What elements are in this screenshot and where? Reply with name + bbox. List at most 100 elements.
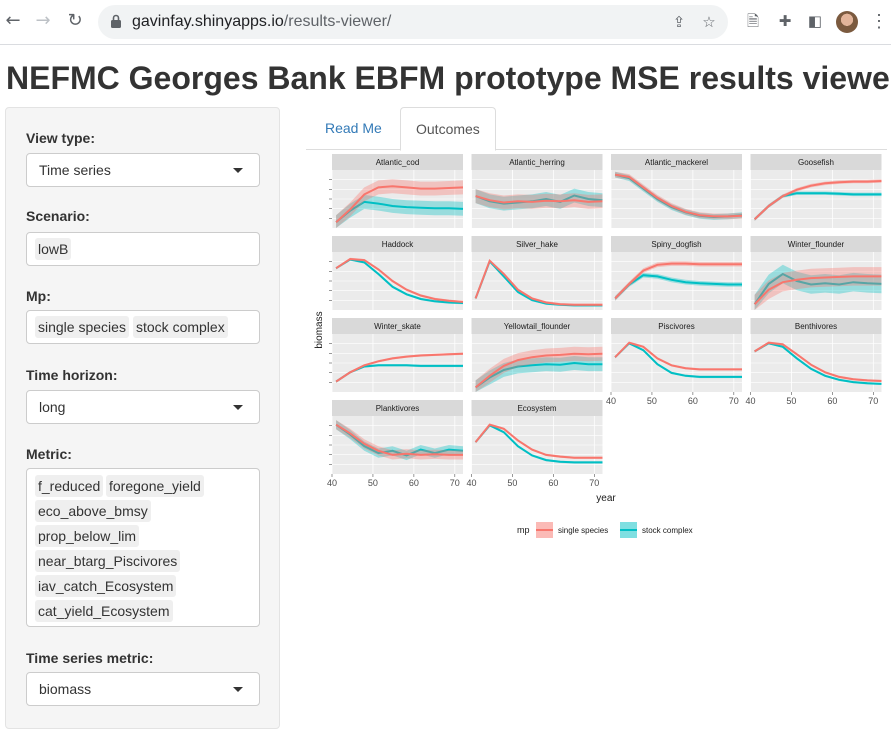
scenario-input[interactable]: lowB: [26, 232, 260, 266]
facet-strip: [750, 236, 882, 252]
x-tick-label: 70: [589, 478, 599, 488]
view-type-label: View type:: [26, 130, 95, 146]
uncertainty-band: [336, 179, 463, 228]
facet-strip: [750, 318, 882, 334]
scenario-label: Scenario:: [26, 208, 90, 224]
facet-strip: [750, 154, 882, 170]
facet-strip-label: Spiny_dogfish: [651, 240, 701, 249]
series-line: [474, 423, 603, 459]
address-bar[interactable]: gavinfay.shinyapps.io/results-viewer/ ⇪ …: [98, 5, 728, 39]
forward-arrow-icon[interactable]: →: [35, 10, 51, 31]
metric-input[interactable]: f_reduced foregone_yield eco_above_bmsy …: [26, 468, 260, 627]
facet-strip: [332, 400, 463, 416]
series-line: [335, 185, 464, 223]
uncertainty-band: [475, 346, 603, 392]
time-horizon-select[interactable]: long: [26, 390, 260, 424]
series-line: [335, 257, 464, 303]
x-tick-label: 40: [606, 396, 616, 406]
x-tick-label: 50: [786, 396, 796, 406]
mp-input[interactable]: single species stock complex: [26, 310, 260, 344]
series-line: [754, 341, 882, 382]
series-line: [475, 194, 603, 205]
x-tick-label: 50: [368, 478, 378, 488]
facet-strip: [611, 318, 742, 334]
url-host: gavinfay.shinyapps.io: [132, 13, 284, 30]
x-tick-label: 40: [327, 478, 337, 488]
metric-tag[interactable]: near_btarg_Piscivores: [35, 550, 181, 572]
facet-strip: [332, 236, 463, 252]
x-tick-label: 60: [688, 396, 698, 406]
browser-toolbar: ← → ↻ gavinfay.shinyapps.io/results-view…: [0, 0, 891, 45]
series-line: [474, 258, 603, 306]
legend-label: single species: [558, 526, 608, 535]
series-line: [614, 274, 742, 300]
ts-metric-select[interactable]: biomass: [26, 672, 260, 706]
facet-strip-label: Goosefish: [798, 158, 834, 167]
lock-icon: [111, 14, 121, 28]
series-line: [335, 258, 464, 304]
facet-strip: [332, 154, 463, 170]
scenario-tag[interactable]: lowB: [35, 238, 72, 260]
series-line: [753, 180, 882, 221]
series-line: [474, 424, 603, 464]
series-line: [474, 352, 603, 389]
x-tick-label: 50: [647, 396, 657, 406]
tab-read-me[interactable]: Read Me: [325, 120, 382, 136]
facet-strip-label: Silver_hake: [516, 240, 558, 249]
facet-strip: [332, 318, 463, 334]
metric-tag[interactable]: prop_below_lim: [35, 525, 140, 547]
uncertainty-band: [754, 267, 882, 310]
legend-title: mp: [517, 525, 530, 535]
facet-strip-label: Ecosystem: [517, 404, 556, 413]
x-tick-label: 60: [827, 396, 837, 406]
x-tick-label: 60: [548, 478, 558, 488]
time-horizon-label: Time horizon:: [26, 367, 118, 383]
metric-tag[interactable]: eco_above_bmsy: [35, 500, 151, 522]
series-line: [335, 200, 464, 223]
series-line: [614, 173, 743, 218]
star-icon[interactable]: ☆: [702, 13, 716, 31]
metric-tag[interactable]: cat_yield_Ecosystem: [35, 600, 173, 622]
facet-strip-label: Piscivores: [658, 322, 694, 331]
chevron-down-icon: [233, 687, 243, 692]
series-line: [614, 342, 742, 378]
facet-strip-label: Winter_skate: [374, 322, 421, 331]
chevron-down-icon: [233, 168, 243, 173]
facet-strip: [611, 236, 742, 252]
x-tick-label: 40: [745, 396, 755, 406]
more-vert-icon[interactable]: ⋮: [870, 11, 888, 31]
x-tick-label: 50: [507, 478, 517, 488]
mp-tag[interactable]: stock complex: [133, 316, 228, 338]
metric-tag[interactable]: iav_catch_Ecosystem: [35, 575, 177, 597]
facet-strip-label: Atlantic_herring: [509, 158, 565, 167]
time-horizon-value: long: [39, 399, 66, 415]
series-line: [335, 352, 464, 383]
x-tick-label: 60: [409, 478, 419, 488]
x-axis-label: year: [596, 493, 616, 504]
facet-strip-label: Benthivores: [795, 322, 837, 331]
facet-strip: [471, 236, 603, 252]
document-icon[interactable]: 🗎: [746, 12, 760, 30]
view-type-value: Time series: [39, 162, 111, 178]
view-type-select[interactable]: Time series: [26, 153, 260, 187]
facet-strip-label: Yellowtail_flounder: [504, 322, 571, 331]
ts-metric-label: Time series metric:: [26, 650, 154, 666]
sidebar-icon[interactable]: ◧: [807, 12, 823, 30]
facet-strip-label: Haddock: [382, 240, 415, 249]
uncertainty-band: [475, 189, 603, 210]
series-line: [614, 262, 742, 300]
share-icon[interactable]: ⇪: [672, 13, 686, 31]
metric-tag[interactable]: foregone_yield: [106, 475, 204, 497]
tab-outcomes[interactable]: Outcomes: [400, 107, 496, 151]
back-arrow-icon[interactable]: ←: [5, 10, 21, 31]
puzzle-icon[interactable]: ✚: [778, 12, 792, 30]
x-tick-label: 70: [729, 396, 739, 406]
facet-strip-label: Winter_flounder: [788, 240, 845, 249]
x-tick-label: 70: [868, 396, 878, 406]
avatar[interactable]: [836, 11, 858, 33]
page-title: NEFMC Georges Bank EBFM prototype MSE re…: [6, 60, 891, 96]
series-line: [753, 275, 882, 305]
reload-icon[interactable]: ↻: [67, 10, 83, 31]
mp-tag[interactable]: single species: [35, 316, 129, 338]
metric-tag[interactable]: f_reduced: [35, 475, 104, 497]
